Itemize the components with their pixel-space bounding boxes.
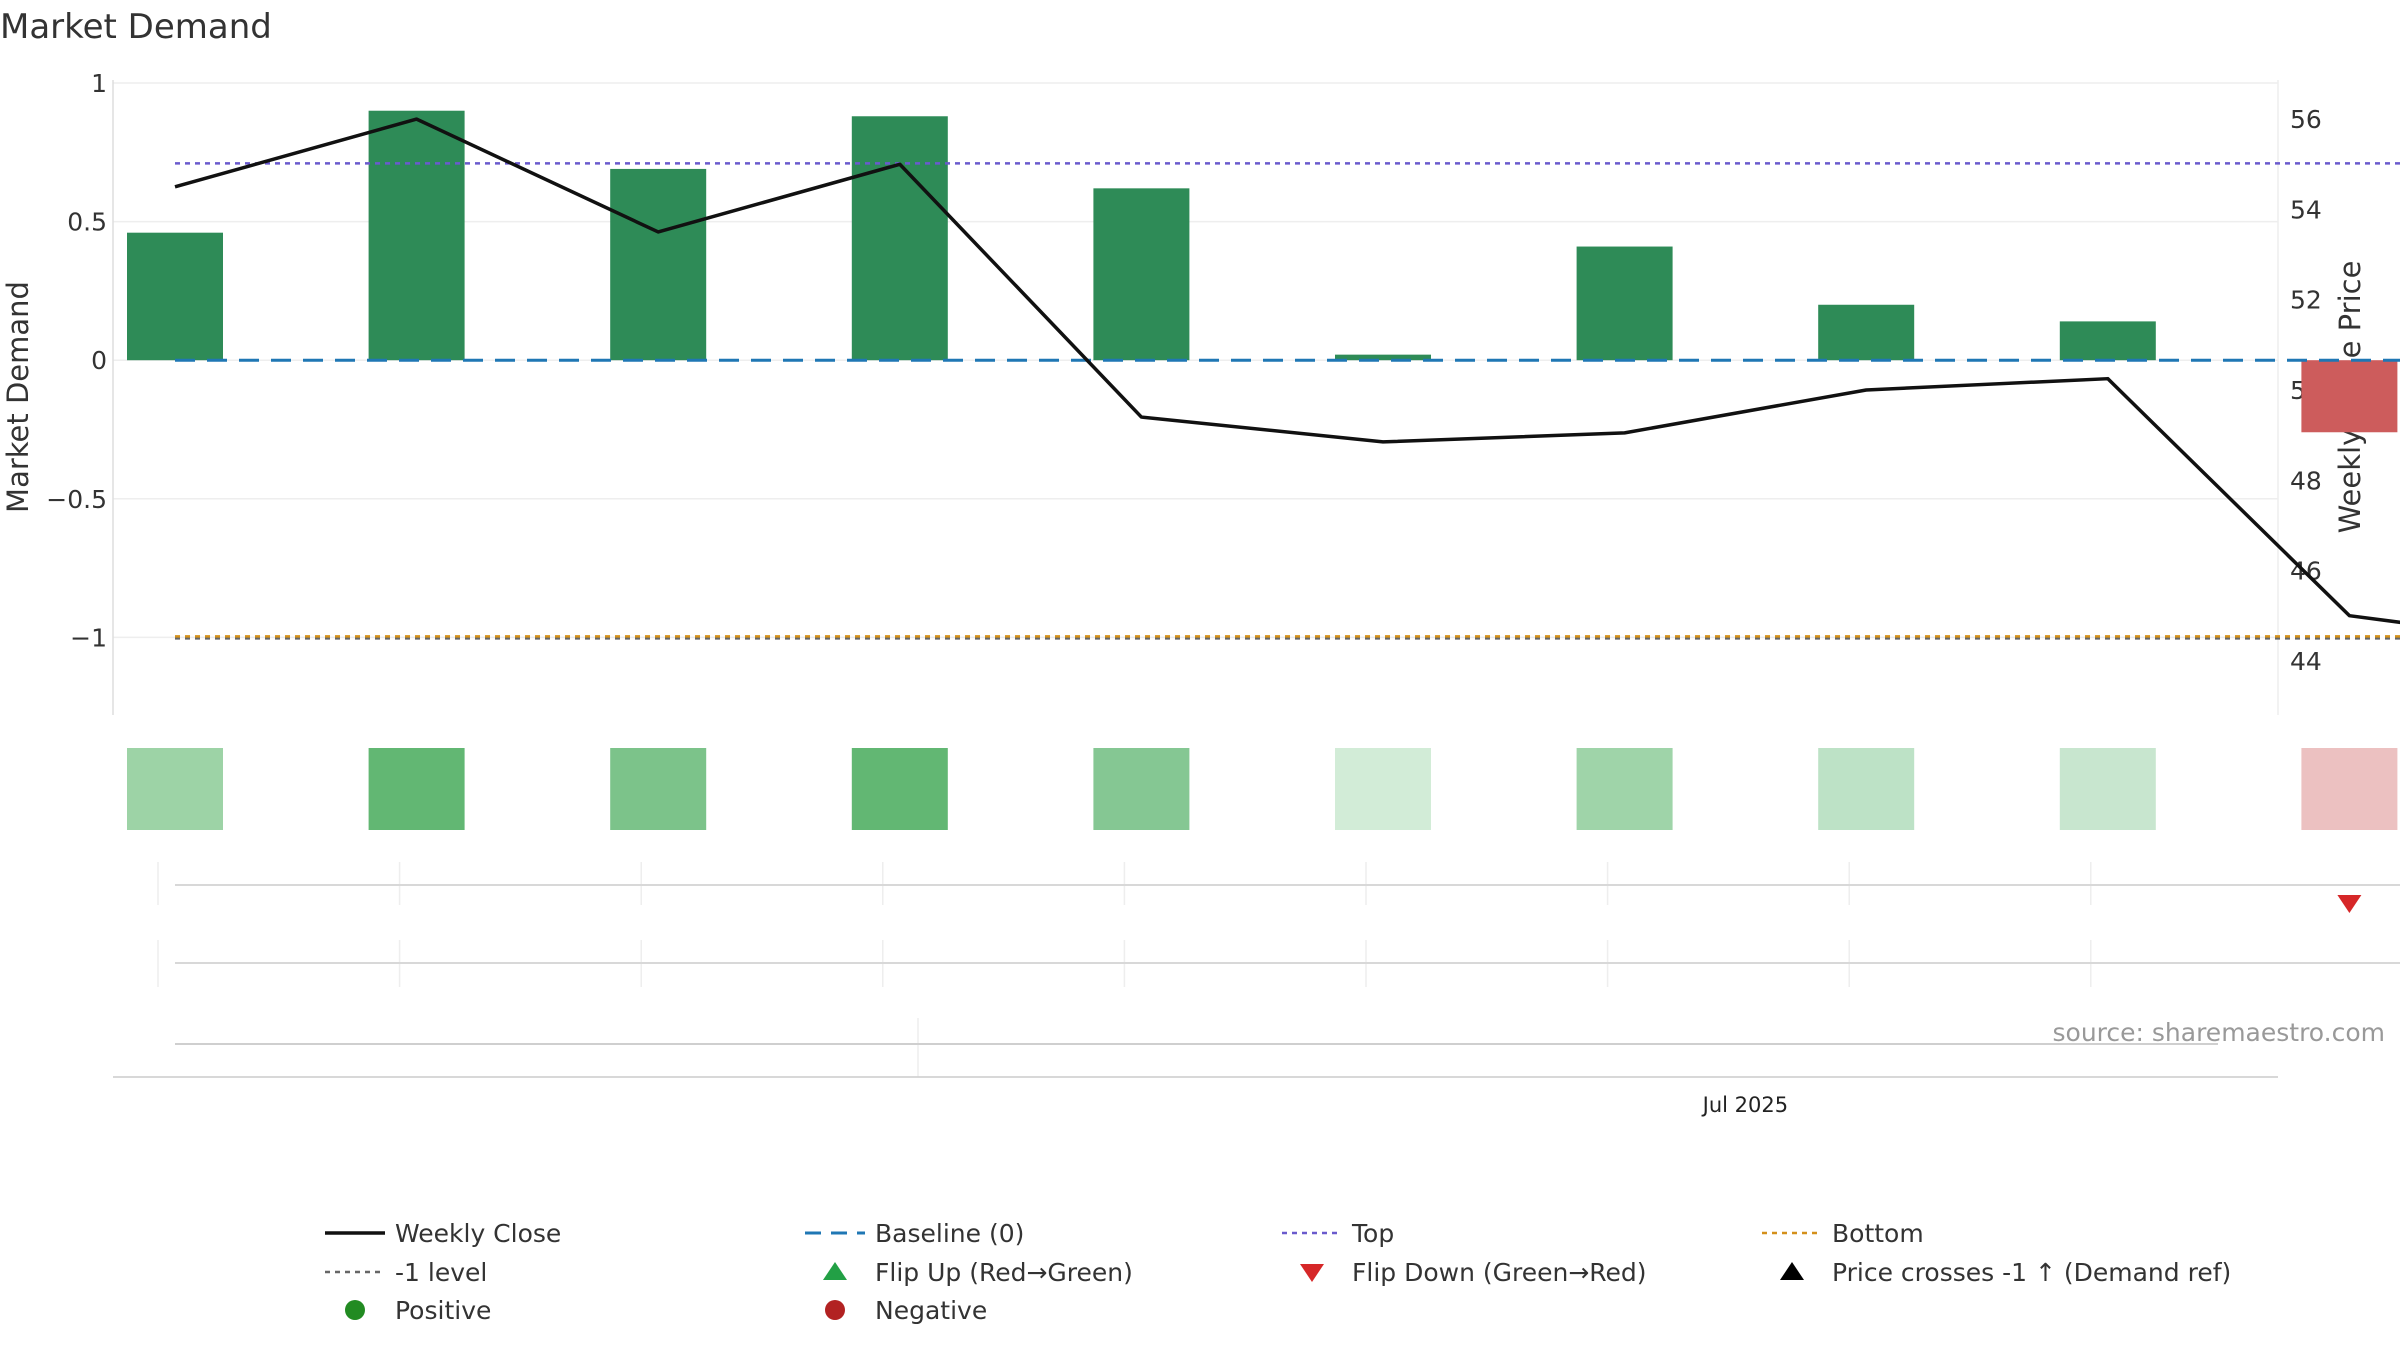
heat-cell <box>610 748 707 830</box>
legend-label: Price crosses -1 ↑ (Demand ref) <box>1832 1258 2231 1287</box>
chart-title: Market Demand <box>0 7 272 47</box>
y2-tick-label: 48 <box>2290 466 2322 495</box>
legend-label: Flip Up (Red→Green) <box>875 1258 1133 1287</box>
legend-item-bottom: Bottom <box>1762 1219 1924 1248</box>
legend-label: Positive <box>395 1296 491 1325</box>
legend-label: Negative <box>875 1296 987 1325</box>
y2-tick-label: 44 <box>2290 647 2322 676</box>
heat-cell <box>851 748 948 830</box>
demand-bar <box>1576 246 1673 361</box>
legend-swatch <box>825 1300 845 1320</box>
legend-label: Baseline (0) <box>875 1219 1024 1248</box>
demand-bars <box>127 110 2398 433</box>
legend-swatch <box>1780 1262 1804 1280</box>
demand-bar <box>610 168 707 361</box>
legend-item-flip-up: Flip Up (Red→Green) <box>823 1258 1133 1287</box>
heat-cell <box>2059 748 2156 830</box>
event-rows <box>157 862 2400 1077</box>
event-markers <box>2337 895 2362 913</box>
source-text: source: sharemaestro.com <box>2053 1018 2386 1047</box>
demand-bar <box>1335 354 1431 361</box>
heat-cell <box>127 748 223 830</box>
legend-label: Top <box>1351 1219 1394 1248</box>
legend-item-weekly-close: Weekly Close <box>325 1219 561 1248</box>
legend-swatch <box>823 1262 847 1280</box>
demand-bar <box>1093 188 1190 361</box>
heat-cell <box>2301 748 2398 830</box>
demand-bar <box>368 110 465 361</box>
heat-cell <box>1818 748 1915 830</box>
demand-bar <box>1818 304 1915 361</box>
heat-cell <box>1093 748 1190 830</box>
heat-cell <box>1576 748 1673 830</box>
legend-item-positive: Positive <box>345 1296 491 1325</box>
legend-item-top: Top <box>1282 1219 1394 1248</box>
y2-tick-labels: 56545250484644 <box>2290 105 2322 676</box>
demand-bar <box>2059 321 2156 361</box>
legend-item-baseline: Baseline (0) <box>805 1219 1024 1248</box>
legend-item-negative: Negative <box>825 1296 987 1325</box>
x-tick-label: Jul 2025 <box>1701 1093 1788 1117</box>
legend-item-price-cross: Price crosses -1 ↑ (Demand ref) <box>1780 1258 2231 1287</box>
legend-swatch <box>1300 1264 1324 1282</box>
legend-label: Weekly Close <box>395 1219 561 1248</box>
reference-lines <box>175 162 2400 640</box>
legend-label: Flip Down (Green→Red) <box>1352 1258 1647 1287</box>
heat-cell <box>1335 748 1431 830</box>
legend: Weekly Close Baseline (0) Top Bottom -1 leve… <box>325 1219 2231 1325</box>
legend-item-minus-one: -1 level <box>325 1258 487 1287</box>
y2-tick-label: 52 <box>2290 286 2322 315</box>
demand-bar <box>851 116 948 361</box>
y-tick-label: 0.5 <box>67 208 107 237</box>
flip-down-marker <box>2337 895 2362 913</box>
weekly-close-line <box>174 117 2400 625</box>
y2-tick-label: 54 <box>2290 195 2322 224</box>
y-axis-label: Market Demand <box>1 281 35 513</box>
legend-swatch <box>345 1300 365 1320</box>
weekly-close-series <box>174 117 2400 625</box>
y2-tick-label: 56 <box>2290 105 2322 134</box>
x-axis <box>113 1043 2278 1078</box>
demand-bar <box>127 232 223 361</box>
legend-label: Bottom <box>1832 1219 1924 1248</box>
demand-bar <box>2301 360 2398 433</box>
axes <box>112 80 2279 715</box>
demand-heat-strip <box>127 748 2398 830</box>
y-tick-label: −1 <box>70 623 107 652</box>
legend-item-flip-down: Flip Down (Green→Red) <box>1300 1258 1647 1287</box>
heat-cell <box>368 748 465 830</box>
y-tick-label: 1 <box>91 69 107 98</box>
y-tick-label: 0 <box>91 346 107 375</box>
y-tick-labels: 1 0.5 0 −0.5 −1 <box>46 69 107 652</box>
legend-label: -1 level <box>395 1258 487 1287</box>
y-tick-label: −0.5 <box>46 485 107 514</box>
